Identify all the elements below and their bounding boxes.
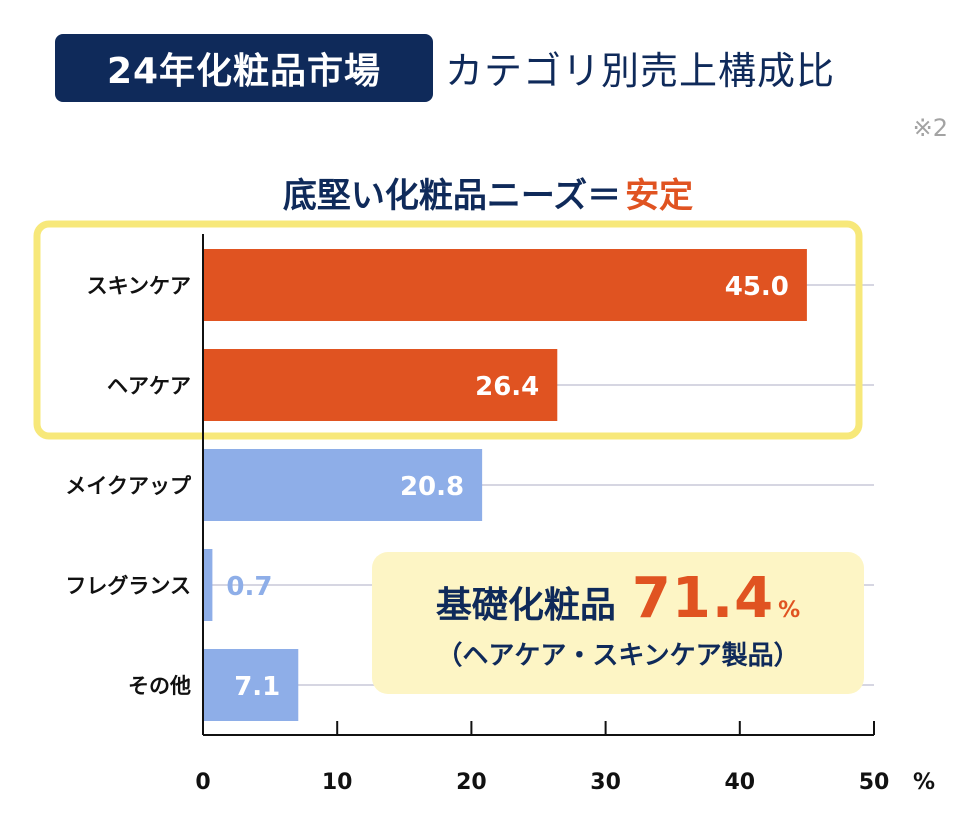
summary-label: 基礎化粧品 bbox=[435, 585, 616, 626]
bar-1 bbox=[203, 249, 807, 321]
title-badge-text: 24年化粧品市場 bbox=[106, 51, 382, 92]
x-tick-label: 50 bbox=[859, 770, 890, 795]
headline-text: 底堅い化粧品ニーズ＝ bbox=[282, 176, 622, 216]
x-tick-label: 20 bbox=[456, 770, 487, 795]
x-tick-label: 10 bbox=[322, 770, 353, 795]
headline-highlight: 安定 bbox=[625, 176, 694, 216]
category-label: フレグランス bbox=[65, 574, 191, 598]
x-tick-label: 40 bbox=[724, 770, 755, 795]
data-label: 26.4 bbox=[475, 372, 539, 402]
chart-title: カテゴリ別売上構成比 bbox=[445, 49, 836, 93]
data-label: 20.8 bbox=[400, 472, 464, 502]
bar-4 bbox=[203, 549, 213, 621]
summary-box: 基礎化粧品 71.4 % （ヘアケア・スキンケア製品） bbox=[372, 552, 864, 694]
highlight-frame bbox=[33, 220, 863, 440]
summary-value: 71.4 bbox=[631, 566, 775, 631]
summary-subtext: （ヘアケア・スキンケア製品） bbox=[436, 641, 800, 671]
data-label: 7.1 bbox=[234, 672, 280, 702]
data-label: 0.7 bbox=[226, 572, 272, 602]
title-badge: 24年化粧品市場 bbox=[55, 34, 433, 102]
headline: 底堅い化粧品ニーズ＝ 安定 bbox=[0, 168, 976, 217]
x-tick-label: 0 bbox=[195, 770, 210, 795]
category-label: メイクアップ bbox=[65, 474, 192, 498]
category-label: ヘアケア bbox=[107, 374, 191, 398]
summary-unit: % bbox=[778, 598, 801, 623]
bar-2 bbox=[203, 349, 558, 421]
x-tick-label: 30 bbox=[590, 770, 621, 795]
x-unit-label: % bbox=[913, 770, 935, 795]
data-label: 45.0 bbox=[725, 272, 789, 302]
category-label: その他 bbox=[128, 674, 191, 698]
bar-3 bbox=[203, 449, 483, 521]
bar-5 bbox=[203, 649, 299, 721]
category-label: スキンケア bbox=[87, 274, 191, 298]
footnote-mark: ※2 bbox=[912, 114, 948, 142]
